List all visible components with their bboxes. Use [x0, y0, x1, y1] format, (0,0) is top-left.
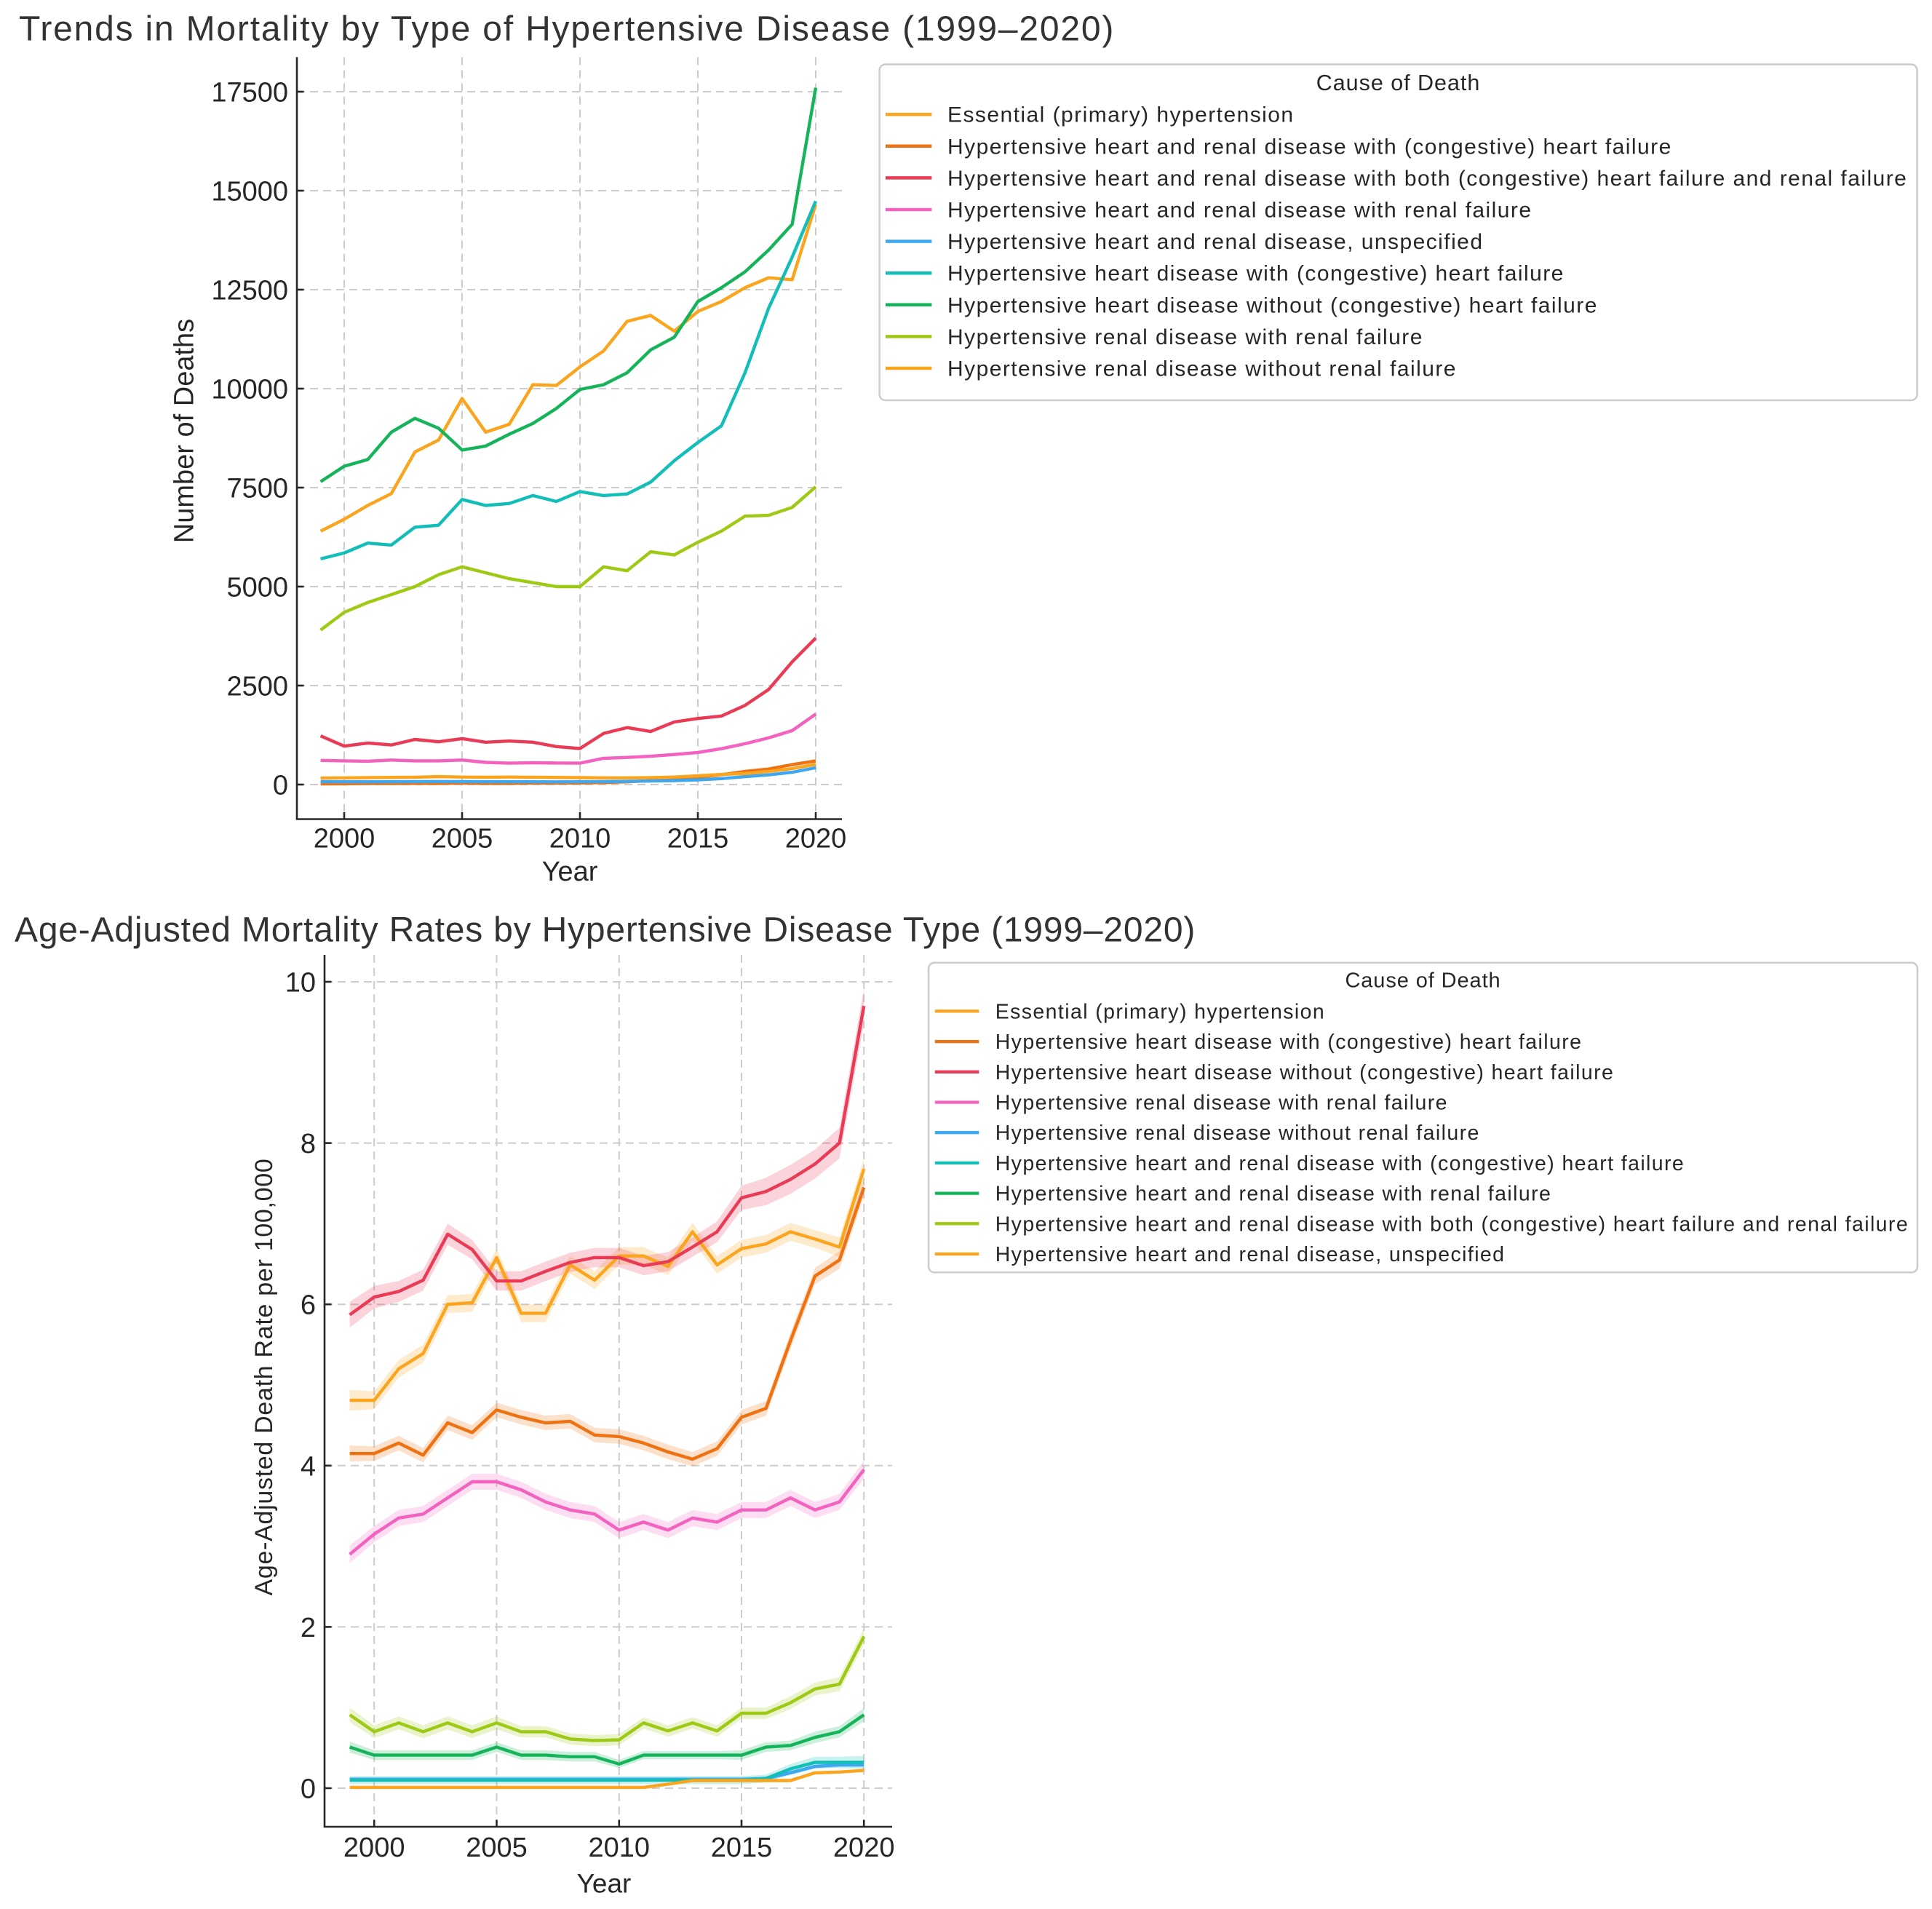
svg-text:Essential (primary) hypertensi: Essential (primary) hypertension — [947, 103, 1295, 127]
svg-text:Hypertensive heart and renal d: Hypertensive heart and renal disease wit… — [947, 167, 1907, 191]
svg-text:2000: 2000 — [343, 1833, 405, 1863]
svg-text:Hypertensive heart and renal d: Hypertensive heart and renal disease wit… — [947, 135, 1672, 159]
svg-text:5000: 5000 — [226, 573, 288, 603]
svg-text:7500: 7500 — [226, 474, 288, 504]
svg-text:Age-Adjusted Mortality Rates b: Age-Adjusted Mortality Rates by Hyperten… — [15, 910, 1196, 949]
svg-text:2000: 2000 — [314, 824, 375, 854]
svg-text:Hypertensive heart and renal d: Hypertensive heart and renal disease wit… — [995, 1213, 1909, 1236]
svg-text:2005: 2005 — [466, 1833, 528, 1863]
svg-text:Hypertensive heart and renal d: Hypertensive heart and renal disease, un… — [995, 1243, 1506, 1266]
svg-text:2005: 2005 — [432, 824, 493, 854]
svg-text:2020: 2020 — [833, 1833, 895, 1863]
svg-text:Hypertensive heart and renal d: Hypertensive heart and renal disease wit… — [995, 1152, 1685, 1175]
svg-text:Hypertensive heart and renal d: Hypertensive heart and renal disease wit… — [995, 1183, 1552, 1206]
svg-text:15000: 15000 — [211, 177, 288, 207]
svg-text:2010: 2010 — [549, 824, 611, 854]
svg-text:12500: 12500 — [211, 276, 288, 306]
svg-text:8: 8 — [301, 1129, 316, 1159]
svg-text:Hypertensive renal disease wit: Hypertensive renal disease with renal fa… — [995, 1092, 1448, 1115]
svg-text:Hypertensive heart disease wit: Hypertensive heart disease with (congest… — [995, 1031, 1583, 1054]
svg-text:2: 2 — [301, 1613, 316, 1643]
svg-text:Hypertensive heart and renal d: Hypertensive heart and renal disease, un… — [947, 230, 1483, 254]
svg-text:Number of Deaths: Number of Deaths — [170, 319, 200, 543]
svg-text:Year: Year — [542, 857, 598, 887]
svg-text:6: 6 — [301, 1290, 316, 1321]
svg-text:Hypertensive heart disease wit: Hypertensive heart disease without (cong… — [995, 1061, 1615, 1084]
svg-text:Hypertensive renal disease wit: Hypertensive renal disease without renal… — [995, 1122, 1480, 1145]
svg-text:Trends in Mortality by Type of: Trends in Mortality by Type of Hypertens… — [19, 9, 1115, 48]
svg-text:Cause of Death: Cause of Death — [1345, 969, 1500, 993]
svg-text:2015: 2015 — [711, 1833, 773, 1863]
svg-text:Hypertensive renal disease wit: Hypertensive renal disease with renal fa… — [947, 325, 1423, 349]
svg-text:Cause of Death: Cause of Death — [1316, 71, 1481, 95]
svg-text:0: 0 — [301, 1774, 316, 1805]
svg-text:4: 4 — [301, 1451, 316, 1482]
svg-text:Age-Adjusted Death Rate per 10: Age-Adjusted Death Rate per 100,000 — [250, 1158, 278, 1595]
svg-text:Hypertensive heart disease wit: Hypertensive heart disease with (congest… — [947, 262, 1565, 286]
svg-text:2015: 2015 — [667, 824, 729, 854]
svg-text:Year: Year — [577, 1869, 632, 1899]
svg-text:Hypertensive heart and renal d: Hypertensive heart and renal disease wit… — [947, 199, 1533, 223]
svg-text:10000: 10000 — [211, 375, 288, 405]
svg-text:Essential (primary) hypertensi: Essential (primary) hypertension — [995, 1000, 1325, 1023]
svg-text:Hypertensive heart disease wit: Hypertensive heart disease without (cong… — [947, 293, 1598, 317]
svg-text:Hypertensive renal disease wit: Hypertensive renal disease without renal… — [947, 357, 1457, 381]
svg-text:2500: 2500 — [226, 672, 288, 702]
svg-text:0: 0 — [273, 771, 288, 801]
svg-text:2020: 2020 — [785, 824, 847, 854]
svg-text:2010: 2010 — [589, 1833, 651, 1863]
svg-text:17500: 17500 — [211, 78, 288, 108]
svg-text:10: 10 — [285, 968, 316, 999]
